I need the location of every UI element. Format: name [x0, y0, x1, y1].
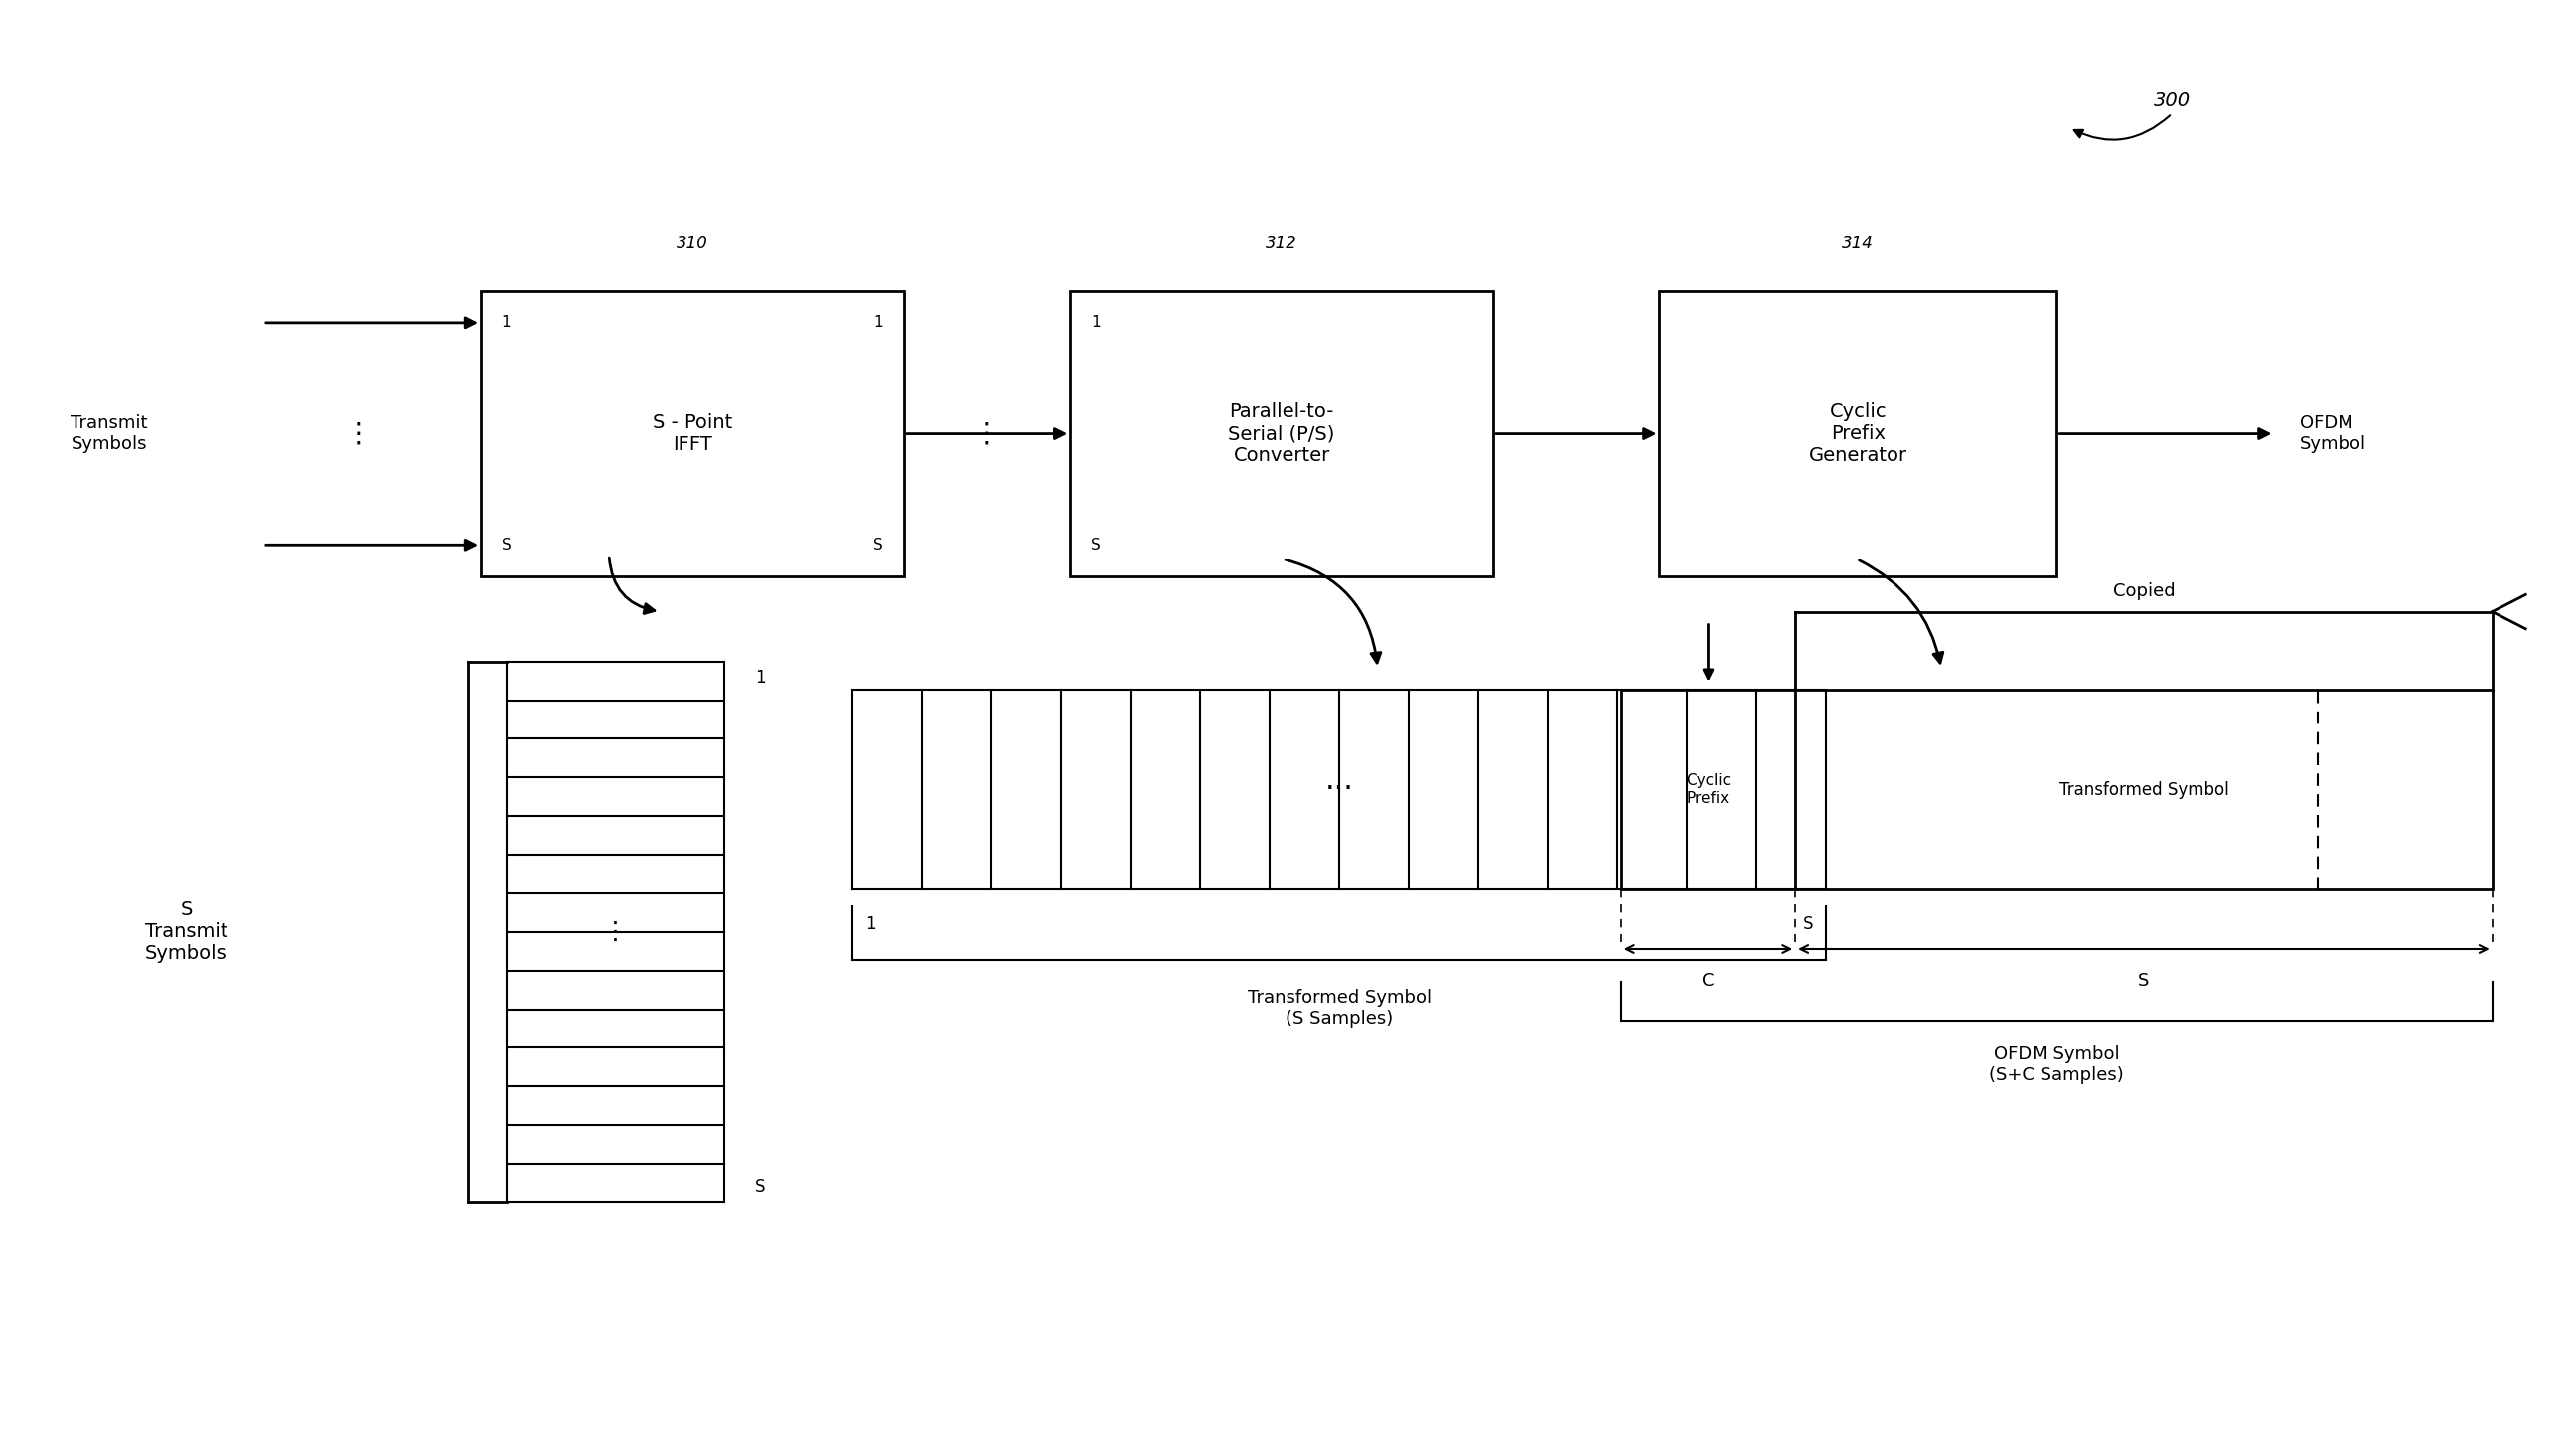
Text: ⋮: ⋮: [974, 420, 999, 448]
Text: OFDM Symbol
(S+C Samples): OFDM Symbol (S+C Samples): [1989, 1046, 2125, 1085]
Bar: [1659, 292, 2056, 576]
Text: 1: 1: [866, 915, 876, 933]
Text: Parallel-to-
Serial (P/S)
Converter: Parallel-to- Serial (P/S) Converter: [1229, 402, 1334, 466]
Text: OFDM
Symbol: OFDM Symbol: [2300, 415, 2367, 453]
Text: Copied: Copied: [2112, 582, 2174, 601]
Text: Cyclic
Prefix
Generator: Cyclic Prefix Generator: [1808, 402, 1906, 466]
Text: 1: 1: [1090, 315, 1100, 331]
Text: S: S: [2138, 971, 2148, 990]
Text: 310: 310: [677, 234, 708, 253]
Text: S
Transmit
Symbols: S Transmit Symbols: [144, 901, 227, 963]
Text: ···: ···: [1324, 775, 1352, 805]
Bar: [1620, 690, 2491, 890]
Text: Transmit
Symbols: Transmit Symbols: [72, 415, 147, 453]
Text: ⋮: ⋮: [345, 420, 371, 448]
Text: S: S: [755, 1177, 765, 1196]
Text: 1: 1: [873, 315, 884, 331]
Text: 1: 1: [755, 668, 765, 687]
Bar: [482, 292, 904, 576]
Text: 314: 314: [1842, 234, 1873, 253]
Text: Cyclic
Prefix: Cyclic Prefix: [1685, 773, 1731, 806]
Text: S: S: [1090, 537, 1100, 552]
Text: C: C: [1703, 971, 1716, 990]
Text: S: S: [873, 537, 884, 552]
Text: S: S: [502, 537, 510, 552]
Text: ⋮: ⋮: [603, 920, 629, 944]
Text: Transformed Symbol: Transformed Symbol: [2058, 780, 2228, 799]
Text: 312: 312: [1265, 234, 1298, 253]
Text: 300: 300: [2154, 92, 2190, 111]
Bar: [1069, 292, 1494, 576]
Text: S: S: [1803, 915, 1814, 933]
Text: Transformed Symbol
(S Samples): Transformed Symbol (S Samples): [1247, 989, 1432, 1027]
Text: S - Point
IFFT: S - Point IFFT: [652, 414, 732, 454]
Text: 1: 1: [502, 315, 510, 331]
